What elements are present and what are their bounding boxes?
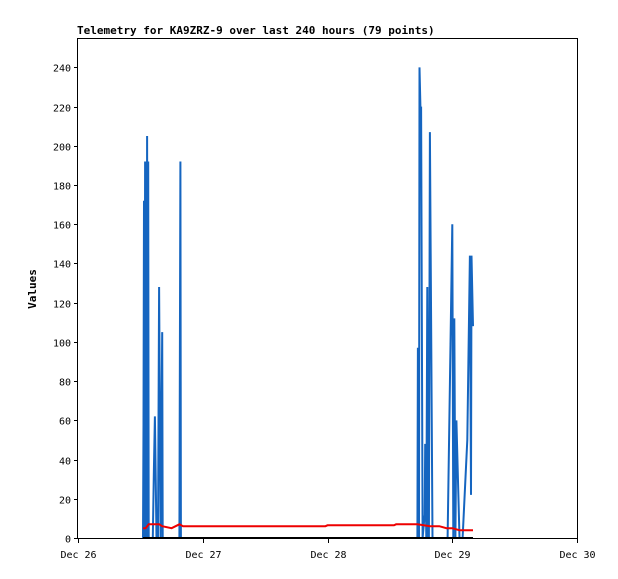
plot-area-frame: [77, 38, 578, 539]
x-tick-label: Dec 26: [60, 550, 96, 561]
chart-title: Telemetry for KA9ZRZ-9 over last 240 hou…: [77, 24, 435, 37]
series-line-1: [142, 67, 474, 539]
y-tick-label: 240: [53, 64, 71, 75]
x-tick-label: Dec 29: [434, 550, 470, 561]
series-line-2: [143, 523, 473, 532]
y-axis-label: Values: [26, 269, 39, 309]
x-axis: Dec 26 Dec 27 Dec 28 Dec 29 Dec 30: [60, 538, 596, 561]
y-tick-label: 20: [59, 496, 71, 507]
y-tick-label: 120: [53, 300, 71, 311]
x-tick-label: Dec 30: [559, 550, 595, 561]
y-tick-label: 0: [65, 535, 71, 546]
y-tick-label: 40: [59, 457, 71, 468]
x-tick-label: Dec 27: [185, 550, 221, 561]
y-tick-label: 100: [53, 339, 71, 350]
y-tick-label: 80: [59, 378, 71, 389]
series-layer: [142, 67, 474, 539]
y-axis: 0 20 40 60 80 100 120 140 160 180 200 220 240: [53, 64, 78, 546]
y-tick-label: 220: [53, 104, 71, 115]
x-tick-label: Dec 28: [310, 550, 346, 561]
y-tick-label: 60: [59, 417, 71, 428]
y-tick-label: 140: [53, 260, 71, 271]
y-tick-label: 160: [53, 221, 71, 232]
y-tick-label: 180: [53, 182, 71, 193]
y-tick-label: 200: [53, 143, 71, 154]
